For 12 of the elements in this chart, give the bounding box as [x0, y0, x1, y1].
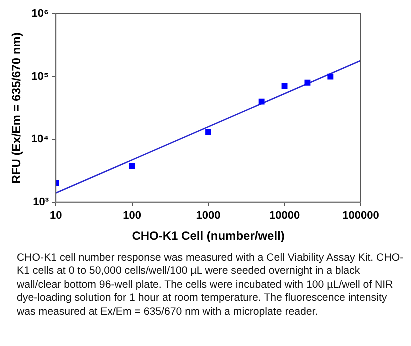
x-tick-label: 10	[50, 210, 62, 222]
x-tick-label: 100	[123, 210, 142, 222]
y-axis-title: RFU (Ex/Em = 635/670 nm)	[10, 32, 24, 184]
y-tick-label: 10³	[33, 196, 50, 208]
x-tick-label: 1000	[196, 210, 221, 222]
x-axis-title: CHO-K1 Cell (number/well)	[132, 229, 285, 244]
y-tick-label: 10⁶	[32, 8, 50, 20]
y-tick-label: 10⁴	[31, 134, 50, 146]
y-tick-label: 10⁵	[32, 70, 50, 83]
x-tick-label: 10000	[269, 210, 300, 222]
text: CHO-K1 cell number response was measured with a Cell Viability Assay Kit. CHO-K1 cells at 0 to 50,000 cells/well/100 µL were seeded overnight in a black wall/clear bottom 96-well plate. The cells were incubated with 100 µL/well of NIR dye-loading solution for 1 hour at room temperature. The fluorescence intensity was measured at Ex/Em = 635/670 nm with a microplate reader.	[17, 252, 405, 320]
x-tick-label: 100000	[342, 210, 380, 222]
